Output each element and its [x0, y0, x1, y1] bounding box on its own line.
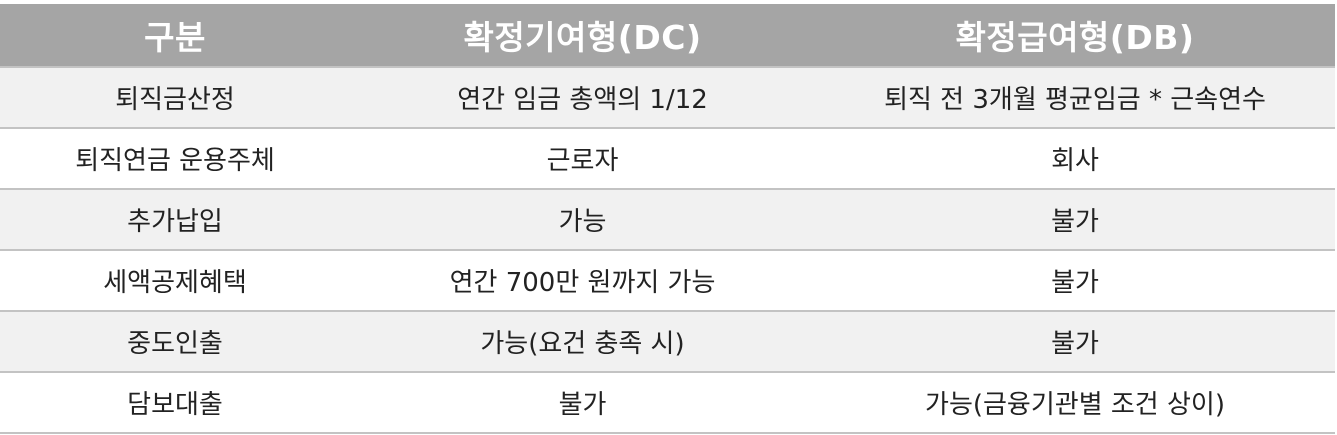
row-label: 추가납입 — [0, 189, 350, 251]
dc-cell: 불가 — [350, 372, 815, 434]
db-cell: 불가 — [815, 250, 1335, 312]
db-cell: 가능(금융기관별 조건 상이) — [815, 372, 1335, 434]
table-row: 담보대출 불가 가능(금융기관별 조건 상이) — [0, 372, 1335, 434]
header-dc: 확정기여형(DC) — [350, 4, 815, 67]
dc-cell: 가능(요건 충족 시) — [350, 311, 815, 373]
row-label: 퇴직연금 운용주체 — [0, 128, 350, 190]
table-header-row: 구분 확정기여형(DC) 확정급여형(DB) — [0, 4, 1335, 67]
header-db: 확정급여형(DB) — [815, 4, 1335, 67]
table-row: 추가납입 가능 불가 — [0, 189, 1335, 251]
comparison-table: 구분 확정기여형(DC) 확정급여형(DB) 퇴직금산정 연간 임금 총액의 1… — [0, 4, 1335, 434]
db-cell: 퇴직 전 3개월 평균임금 * 근속연수 — [815, 66, 1335, 129]
table-row: 세액공제혜택 연간 700만 원까지 가능 불가 — [0, 250, 1335, 312]
row-label: 퇴직금산정 — [0, 66, 350, 129]
dc-cell: 가능 — [350, 189, 815, 251]
dc-cell: 연간 700만 원까지 가능 — [350, 250, 815, 312]
row-label: 담보대출 — [0, 372, 350, 434]
table-row: 퇴직금산정 연간 임금 총액의 1/12 퇴직 전 3개월 평균임금 * 근속연… — [0, 66, 1335, 129]
header-category: 구분 — [0, 4, 350, 67]
row-label: 세액공제혜택 — [0, 250, 350, 312]
table-row: 중도인출 가능(요건 충족 시) 불가 — [0, 311, 1335, 373]
table-row: 퇴직연금 운용주체 근로자 회사 — [0, 128, 1335, 190]
dc-cell: 연간 임금 총액의 1/12 — [350, 66, 815, 129]
db-cell: 회사 — [815, 128, 1335, 190]
dc-cell: 근로자 — [350, 128, 815, 190]
row-label: 중도인출 — [0, 311, 350, 373]
db-cell: 불가 — [815, 311, 1335, 373]
db-cell: 불가 — [815, 189, 1335, 251]
